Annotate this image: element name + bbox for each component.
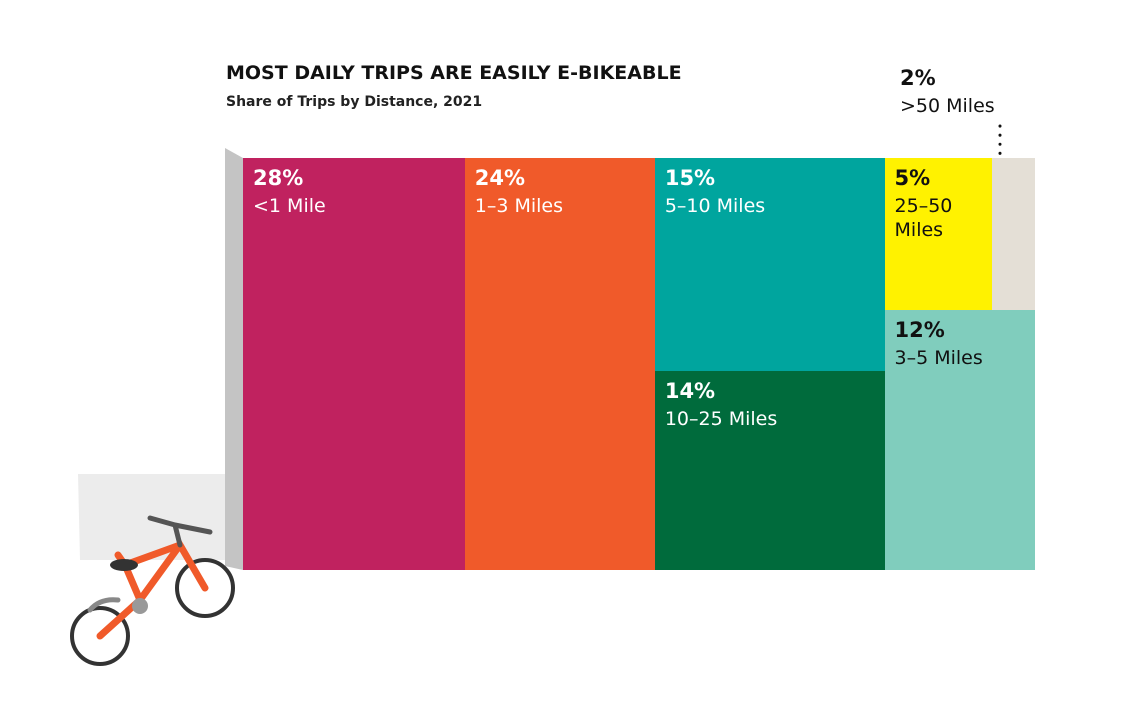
category-label: >50 Miles (900, 95, 995, 117)
value-label: 15% (664, 166, 716, 190)
category-label: <1 Mile (253, 195, 326, 217)
category-label: 1–3 Miles (474, 195, 564, 217)
chart-title: MOST DAILY TRIPS ARE EASILY E-BIKEABLE (226, 62, 682, 84)
external-label: 2% >50 Miles (900, 66, 995, 118)
tile: 14% 10–25 Miles (654, 371, 885, 570)
category-label: 10–25 Miles (664, 408, 778, 431)
side-wall (225, 148, 243, 570)
value-label: 24% (474, 166, 526, 190)
tile (992, 158, 1035, 310)
category-label: 25–50 Miles (894, 195, 953, 241)
value-label: 5% (894, 166, 931, 190)
tile: 24% 1–3 Miles (464, 158, 655, 570)
category-label: 5–10 Miles (664, 195, 766, 217)
tile: 12% 3–5 Miles (884, 309, 1035, 570)
value-label: 14% (664, 379, 716, 404)
chart-subtitle: Share of Trips by Distance, 2021 (226, 94, 483, 110)
bike (70, 515, 235, 666)
category-label: 3–5 Miles (894, 346, 983, 369)
tile: 15% 5–10 Miles (654, 158, 885, 372)
value-label: 28% (253, 166, 304, 190)
tile: 5% 25–50 Miles (884, 158, 992, 310)
value-label: 12% (894, 317, 945, 342)
tile: 28% <1 Mile (243, 158, 465, 570)
value-label: 2% (900, 66, 936, 90)
